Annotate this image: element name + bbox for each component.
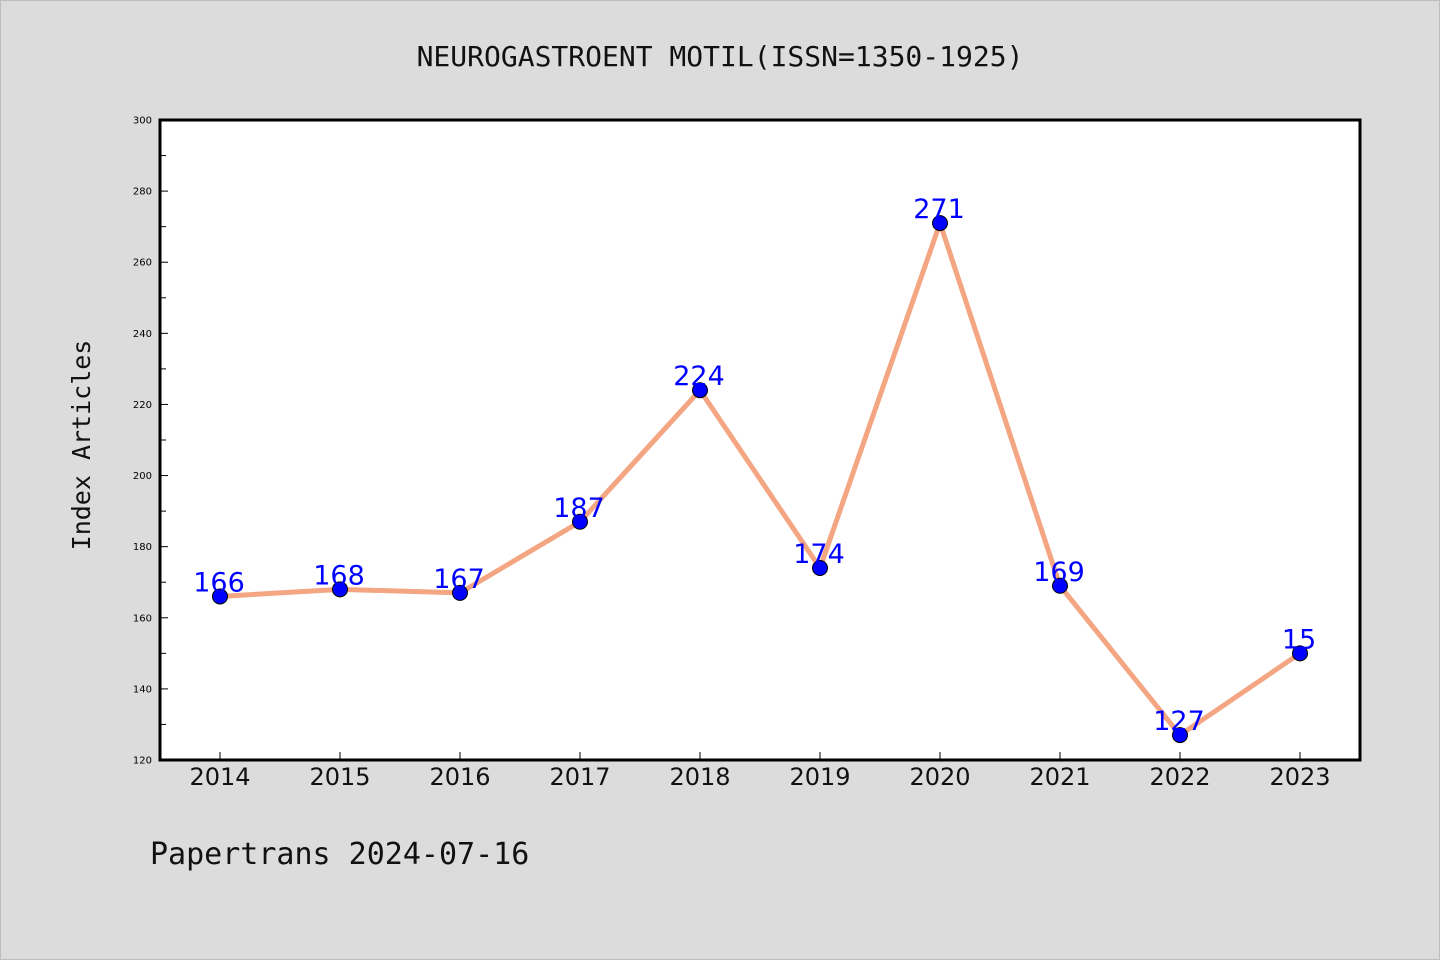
x-tick-label: 2014 [189, 763, 250, 791]
data-point [812, 560, 828, 576]
data-label: 15 [1282, 624, 1316, 655]
x-tick-label: 2017 [549, 763, 610, 791]
data-point [332, 581, 348, 598]
data-label: 271 [913, 194, 965, 225]
y-tick-label: 280 [133, 187, 152, 198]
y-tick-label: 160 [133, 613, 152, 624]
data-label: 224 [673, 361, 725, 392]
chart-title: NEUROGASTROENT MOTIL(ISSN=1350-1925) [417, 40, 1024, 73]
y-axis: 120 140 160 180 200 220 240 260 280 300 [133, 116, 168, 767]
data-label: 187 [553, 493, 605, 524]
series-group: 166 168 167 187 224 174 271 169 127 15 [193, 194, 1316, 744]
y-tick-label: 200 [133, 471, 152, 482]
x-tick-label: 2021 [1029, 763, 1090, 791]
x-tick-label: 2018 [669, 763, 730, 791]
plot-area [158, 118, 1362, 762]
data-point [212, 588, 228, 605]
y-tick-label: 300 [133, 116, 152, 127]
data-point [932, 215, 948, 232]
y-axis-label: Index Articles [67, 340, 96, 551]
data-point [452, 584, 468, 601]
footer-credit: Papertrans 2024-07-16 [150, 837, 529, 872]
data-label: 174 [793, 539, 845, 570]
data-label: 168 [313, 560, 365, 591]
series-line [217, 220, 1303, 738]
y-tick-label: 220 [133, 400, 152, 411]
data-label: 169 [1033, 557, 1085, 588]
y-tick-label: 140 [133, 684, 152, 695]
x-axis: 2014 2015 2016 2017 2018 2019 2020 2021 2022 2023 [189, 752, 1331, 791]
x-tick-label: 2020 [909, 763, 970, 791]
y-tick-label: 240 [133, 329, 152, 340]
x-tick-label: 2016 [429, 763, 490, 791]
x-tick-label: 2023 [1269, 763, 1330, 791]
data-label: 127 [1153, 706, 1205, 737]
data-point [692, 382, 708, 399]
data-point [1292, 645, 1308, 662]
x-tick-label: 2022 [1149, 763, 1210, 791]
data-label: 166 [193, 567, 245, 598]
data-label: 167 [433, 564, 485, 595]
y-tick-label: 120 [133, 756, 152, 767]
data-point [1172, 727, 1188, 744]
x-tick-label: 2019 [789, 763, 850, 791]
data-point [1052, 577, 1068, 594]
data-point [572, 513, 588, 530]
x-tick-label: 2015 [309, 763, 370, 791]
y-tick-label: 260 [133, 258, 152, 269]
y-tick-label: 180 [133, 542, 152, 553]
